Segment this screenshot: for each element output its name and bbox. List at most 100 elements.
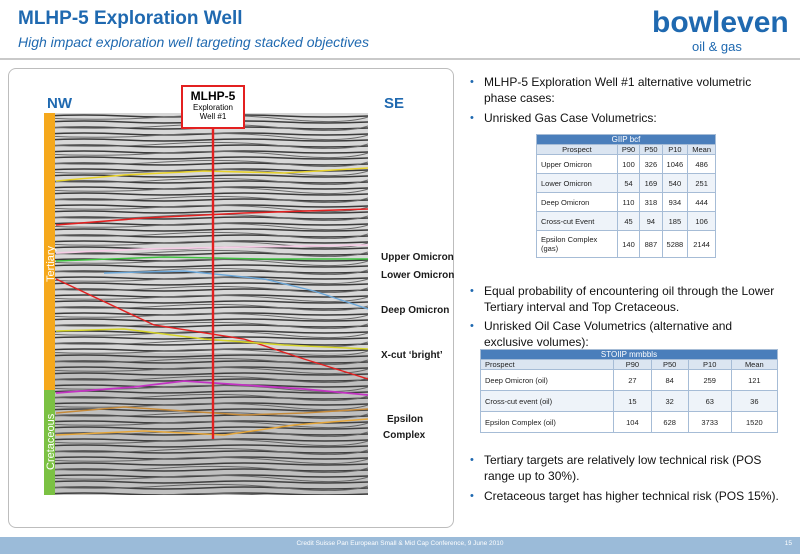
horizon-label-epsilon: Epsilon — [387, 414, 424, 425]
bullet-icon: • — [470, 490, 474, 502]
footer-bar: Credit Suisse Pan European Small & Mid C… — [0, 537, 800, 554]
horizon-label-complex: Complex — [383, 430, 426, 441]
table-cell: 169 — [639, 173, 663, 193]
table-cell: 1046 — [661, 154, 689, 174]
horizon-label-deep-omicron: Deep Omicron — [381, 305, 450, 316]
table-cell: 84 — [650, 369, 689, 391]
bullet-item: • Unrisked Oil Case Volumetrics (alternat… — [470, 318, 784, 350]
horizon-label-upper-omicron: Upper Omicron — [381, 252, 454, 263]
table-cell: 251 — [687, 173, 716, 193]
table-row: Epsilon Complex (oil) 104 628 3733 1520 — [479, 411, 779, 433]
bullet-icon: • — [470, 112, 474, 124]
bullet-text: Tertiary targets are relatively low tech… — [484, 453, 762, 483]
oil-table-header: P50 — [650, 359, 689, 370]
table-cell: 54 — [616, 173, 641, 193]
table-row: Lower Omicron 54 169 540 251 — [536, 173, 716, 193]
well-subtitle-line1: Exploration — [192, 103, 234, 112]
oil-volumetrics-table: STOIIP mmbbls Prospect P90 P50 P10 Mean … — [479, 349, 779, 433]
table-cell: 36 — [730, 390, 779, 412]
oil-table-caption: STOIIP mmbbls — [480, 349, 778, 360]
cretaceous-bar — [44, 390, 55, 495]
table-cell: 5288 — [661, 230, 689, 258]
table-cell: Deep Omicron — [536, 192, 618, 212]
table-cell: 121 — [730, 369, 779, 391]
gas-table-caption: GIIP bcf — [536, 134, 716, 145]
page-number: 15 — [784, 540, 792, 547]
table-cell: 100 — [616, 154, 641, 174]
table-cell: Epsilon Complex (gas) — [536, 230, 618, 258]
table-cell: 486 — [687, 154, 716, 174]
tertiary-label: Tertiary — [45, 245, 57, 282]
table-row: Upper Omicron 100 326 1046 486 — [536, 154, 716, 174]
horizon-label-xcut-bright: X-cut ‘bright’ — [381, 350, 443, 361]
bullet-text: MLHP-5 Exploration Well #1 alternative v… — [484, 75, 752, 105]
well-name: MLHP-5 — [190, 89, 236, 103]
cretaceous-label: Cretaceous — [45, 413, 57, 470]
table-cell: 934 — [661, 192, 689, 212]
table-cell: 110 — [616, 192, 641, 212]
oil-table-header: Prospect — [479, 359, 615, 370]
direction-nw-label: NW — [47, 95, 72, 112]
oil-table-header: P10 — [687, 359, 732, 370]
oil-table-header: P90 — [613, 359, 652, 370]
table-cell: 45 — [616, 211, 641, 231]
footer-text: Credit Suisse Pan European Small & Mid C… — [296, 540, 504, 547]
bullet-icon: • — [470, 454, 474, 466]
table-cell: 628 — [650, 411, 689, 433]
well-label-box: MLHP-5 Exploration Well #1 — [181, 85, 245, 129]
table-row: Cross-cut Event 45 94 185 106 — [536, 211, 716, 231]
tertiary-bar — [44, 113, 55, 390]
table-cell: 2144 — [687, 230, 716, 258]
table-cell: 259 — [687, 369, 732, 391]
header-divider — [0, 58, 800, 60]
gas-volumetrics-table: GIIP bcf Prospect P90 P50 P10 Mean Upper… — [536, 134, 716, 258]
table-cell: 318 — [639, 192, 663, 212]
table-row: Deep Omicron (oil) 27 84 259 121 — [479, 369, 779, 391]
table-cell: 3733 — [687, 411, 732, 433]
gas-table-header: P50 — [639, 144, 663, 155]
table-cell: 15 — [613, 390, 652, 412]
table-cell: Upper Omicron — [536, 154, 618, 174]
table-cell: 326 — [639, 154, 663, 174]
direction-se-label: SE — [384, 95, 405, 112]
table-cell: 887 — [639, 230, 663, 258]
bullet-text: Cretaceous target has higher technical r… — [484, 489, 779, 503]
gas-table-header: Mean — [687, 144, 716, 155]
table-cell: 94 — [639, 211, 663, 231]
bullet-icon: • — [470, 285, 474, 297]
bullet-text: Unrisked Gas Case Volumetrics: — [484, 111, 657, 125]
logo-subtext: oil & gas — [692, 39, 742, 54]
gas-table-header: P90 — [616, 144, 641, 155]
bullet-item: • Unrisked Gas Case Volumetrics: — [470, 110, 784, 126]
table-cell: 63 — [687, 390, 732, 412]
bullet-icon: • — [470, 76, 474, 88]
well-subtitle-line2: Well #1 — [199, 112, 227, 121]
table-cell: Cross-cut Event — [536, 211, 618, 231]
table-cell: Epsilon Complex (oil) — [479, 411, 615, 433]
horizon-label-lower-omicron: Lower Omicron — [381, 270, 455, 281]
slide-subtitle: High impact exploration well targeting s… — [18, 34, 369, 50]
company-logo: bowleven oil & gas — [648, 6, 789, 58]
gas-table-header: Prospect — [536, 144, 618, 155]
table-cell: 104 — [613, 411, 652, 433]
table-cell: 185 — [661, 211, 689, 231]
bullet-text: Unrisked Oil Case Volumetrics (alternati… — [484, 319, 733, 349]
gas-table-header: P10 — [661, 144, 689, 155]
bullet-item: • Cretaceous target has higher technical … — [470, 488, 794, 504]
table-cell: 444 — [687, 192, 716, 212]
table-cell: 140 — [616, 230, 641, 258]
table-cell: Deep Omicron (oil) — [479, 369, 615, 391]
table-cell: 27 — [613, 369, 652, 391]
table-row: Epsilon Complex (gas) 140 887 5288 2144 — [536, 230, 716, 258]
table-cell: 32 — [650, 390, 689, 412]
logo-wordmark: bowleven — [652, 6, 789, 39]
seismic-section-image — [44, 113, 368, 495]
table-row: Deep Omicron 110 318 934 444 — [536, 192, 716, 212]
table-cell: Cross-cut event (oil) — [479, 390, 615, 412]
bullet-item: • MLHP-5 Exploration Well #1 alternative … — [470, 74, 784, 106]
table-row: Cross-cut event (oil) 15 32 63 36 — [479, 390, 779, 412]
bullet-text: Equal probability of encountering oil th… — [484, 284, 775, 314]
slide-title: MLHP-5 Exploration Well — [18, 8, 243, 29]
table-cell: 106 — [687, 211, 716, 231]
bullet-item: • Tertiary targets are relatively low tec… — [470, 452, 784, 484]
